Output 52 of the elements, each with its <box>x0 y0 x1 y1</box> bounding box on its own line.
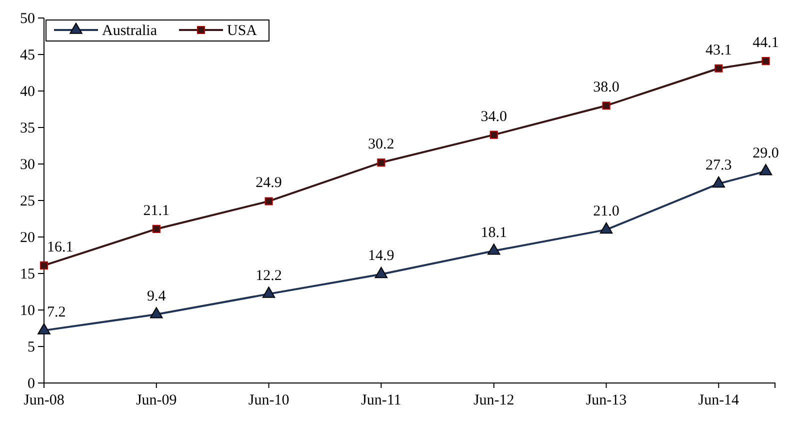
x-tick-label: Jun-12 <box>473 392 514 409</box>
point <box>40 261 48 270</box>
point <box>377 158 386 167</box>
data-label: 9.4 <box>147 288 166 304</box>
data-label: 16.1 <box>47 239 74 256</box>
data-label: 12.2 <box>256 268 282 284</box>
y-tick-label: 0 <box>28 376 35 392</box>
data-label: 27.3 <box>706 158 732 174</box>
data-label: 18.1 <box>480 224 507 241</box>
point <box>714 64 723 72</box>
y-tick-label: 15 <box>20 266 35 282</box>
x-tick-label: Jun-11 <box>361 392 402 409</box>
y-tick-label: 25 <box>20 193 35 210</box>
y-tick-label: 35 <box>20 120 35 136</box>
point <box>602 102 610 110</box>
data-label: 34.0 <box>480 108 507 125</box>
data-label: 24.9 <box>256 175 282 192</box>
data-label: 21.1 <box>143 202 170 219</box>
x-tick-label: Jun-14 <box>698 392 740 409</box>
x-tick-label: Jun-10 <box>248 392 290 409</box>
data-label: 21.0 <box>593 204 620 220</box>
y-tick-label: 5 <box>28 339 35 356</box>
x-tick-label: Jun-08 <box>24 392 64 409</box>
point <box>38 323 50 334</box>
point <box>490 130 498 139</box>
point <box>487 244 500 255</box>
data-label: 7.2 <box>47 304 66 320</box>
data-label: 29.0 <box>752 145 779 162</box>
point <box>600 222 613 234</box>
y-tick-label: 40 <box>20 84 35 100</box>
legend-label: Australia <box>102 23 158 39</box>
point <box>374 266 388 278</box>
x-tick-label: Jun-13 <box>586 392 627 409</box>
data-label: 43.1 <box>706 42 732 58</box>
point <box>264 197 273 206</box>
point <box>712 176 726 188</box>
data-label: 38.0 <box>593 80 620 96</box>
y-tick-label: 30 <box>20 156 35 173</box>
point <box>150 307 163 318</box>
x-tick-label: Jun-09 <box>136 392 177 409</box>
y-tick-label: 50 <box>20 10 35 27</box>
data-label: 30.2 <box>368 136 394 153</box>
data-label: 14.9 <box>368 248 394 264</box>
y-tick-label: 10 <box>20 302 35 319</box>
legend-label: USA <box>226 23 258 39</box>
data-label: 44.1 <box>752 35 779 52</box>
point <box>152 224 160 234</box>
y-tick-label: 45 <box>20 47 35 64</box>
point <box>262 286 276 298</box>
point <box>762 57 770 66</box>
y-tick-label: 20 <box>20 230 35 246</box>
point <box>759 164 772 176</box>
